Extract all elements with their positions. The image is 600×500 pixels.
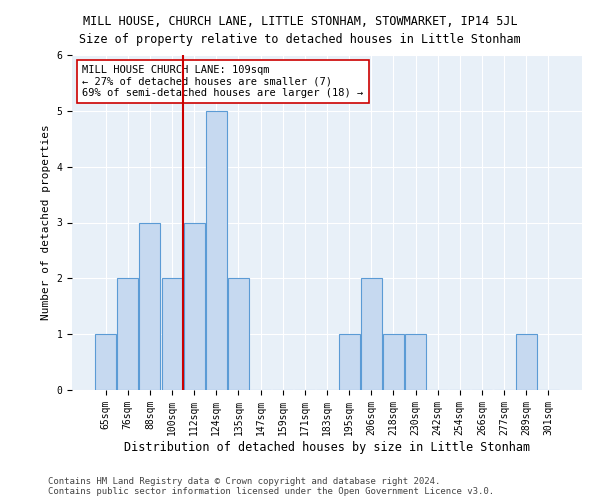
Text: MILL HOUSE, CHURCH LANE, LITTLE STONHAM, STOWMARKET, IP14 5JL: MILL HOUSE, CHURCH LANE, LITTLE STONHAM,… [83, 15, 517, 28]
Bar [405, 334, 426, 390]
Bar [338, 334, 359, 390]
Bar [206, 111, 227, 390]
Bar [515, 334, 536, 390]
Text: Contains public sector information licensed under the Open Government Licence v3: Contains public sector information licen… [48, 487, 494, 496]
Bar [139, 222, 160, 390]
Bar [118, 278, 139, 390]
Text: MILL HOUSE CHURCH LANE: 109sqm
← 27% of detached houses are smaller (7)
69% of s: MILL HOUSE CHURCH LANE: 109sqm ← 27% of … [82, 65, 364, 98]
Text: Contains HM Land Registry data © Crown copyright and database right 2024.: Contains HM Land Registry data © Crown c… [48, 477, 440, 486]
Bar [184, 222, 205, 390]
Text: Size of property relative to detached houses in Little Stonham: Size of property relative to detached ho… [79, 32, 521, 46]
Bar [228, 278, 249, 390]
Bar [383, 334, 404, 390]
Bar [361, 278, 382, 390]
Bar [95, 334, 116, 390]
X-axis label: Distribution of detached houses by size in Little Stonham: Distribution of detached houses by size … [124, 440, 530, 454]
Bar [161, 278, 182, 390]
Y-axis label: Number of detached properties: Number of detached properties [41, 124, 51, 320]
